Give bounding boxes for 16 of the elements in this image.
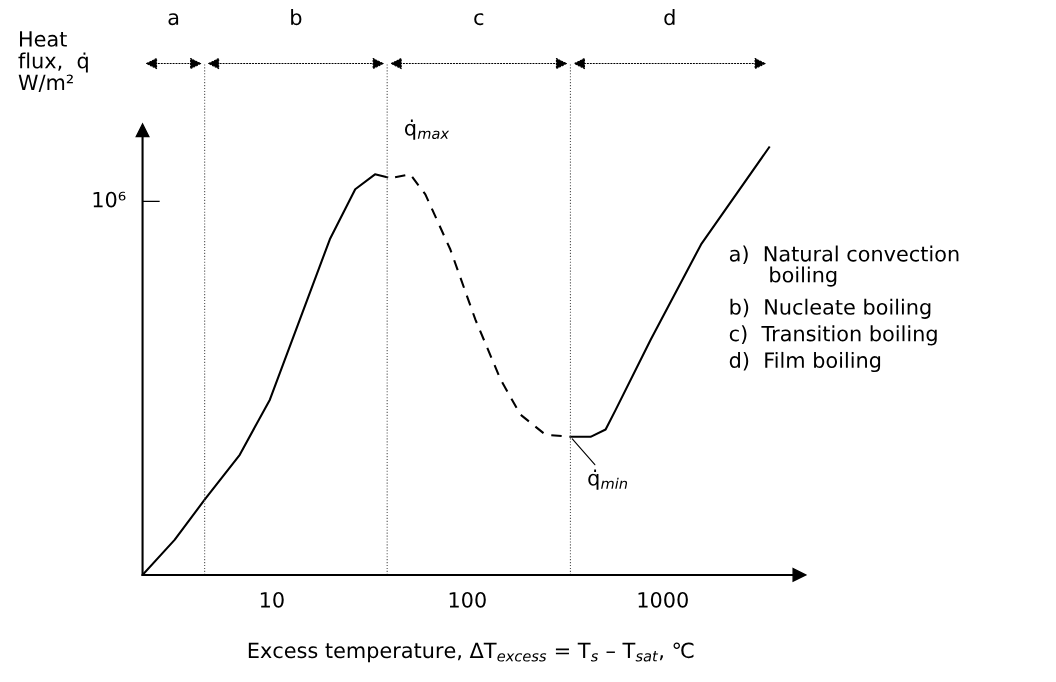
x-tick-label: 1000	[638, 591, 688, 608]
annotation: q̇$_{min}$	[588, 469, 628, 490]
text: b	[291, 9, 302, 26]
text: 10⁶	[93, 191, 126, 208]
annotation: d) Film boiling	[729, 351, 881, 373]
y-axis-title: Heat flux, q̇ W/m²	[18, 31, 88, 92]
x-tick-label: 10	[260, 591, 284, 608]
x-tick-label: 100	[449, 591, 486, 608]
text: c	[474, 13, 484, 26]
text: d	[664, 9, 675, 26]
annotation: b) Nucleate boiling	[730, 298, 931, 319]
annotation: c) Transition boiling	[729, 325, 937, 346]
text: a	[168, 13, 179, 26]
x-axis-title: Excess temperature, ΔT$_{excess}$ = T$_{s}$ – T$_{sat}$, ℃	[248, 642, 694, 663]
annotation: a) Natural convection boiling	[729, 245, 959, 287]
annotation: q̇$_{max}$	[404, 119, 450, 140]
